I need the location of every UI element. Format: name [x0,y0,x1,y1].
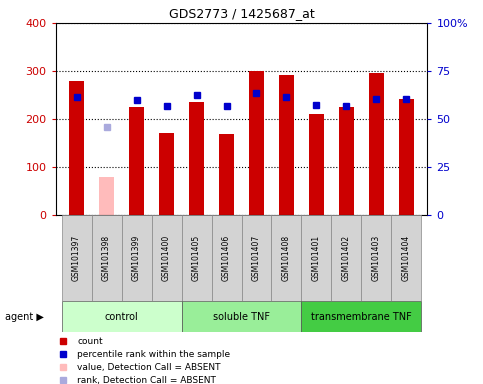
Bar [242,215,271,301]
Bar [61,301,182,332]
Text: transmembrane TNF: transmembrane TNF [311,312,412,322]
Bar [189,102,204,215]
Text: agent ▶: agent ▶ [5,312,43,322]
Bar [331,215,361,301]
Bar [182,215,212,301]
Text: GSM101408: GSM101408 [282,235,291,281]
Text: GSM101403: GSM101403 [372,235,381,281]
Bar [122,215,152,301]
Text: value, Detection Call = ABSENT: value, Detection Call = ABSENT [77,363,221,372]
Text: GSM101397: GSM101397 [72,235,81,281]
Bar [361,215,391,301]
Text: GSM101398: GSM101398 [102,235,111,281]
Bar [309,114,324,215]
Bar [182,301,301,332]
Text: control: control [105,312,139,322]
Bar [212,215,242,301]
Bar [152,215,182,301]
Bar [301,301,422,332]
Bar [279,75,294,215]
Bar [69,81,84,215]
Text: GSM101402: GSM101402 [342,235,351,281]
Bar [61,215,92,301]
Bar [339,107,354,215]
Text: GSM101401: GSM101401 [312,235,321,281]
Title: GDS2773 / 1425687_at: GDS2773 / 1425687_at [169,7,314,20]
Text: soluble TNF: soluble TNF [213,312,270,322]
Bar [399,99,414,215]
Text: GSM101405: GSM101405 [192,235,201,281]
Bar [159,134,174,215]
Bar [92,215,122,301]
Bar [369,73,384,215]
Text: percentile rank within the sample: percentile rank within the sample [77,350,230,359]
Text: GSM101407: GSM101407 [252,235,261,281]
Bar [99,177,114,215]
Text: count: count [77,337,103,346]
Text: GSM101404: GSM101404 [402,235,411,281]
Text: GSM101399: GSM101399 [132,235,141,281]
Text: GSM101406: GSM101406 [222,235,231,281]
Bar [129,107,144,215]
Text: rank, Detection Call = ABSENT: rank, Detection Call = ABSENT [77,376,216,384]
Bar [219,134,234,215]
Bar [391,215,422,301]
Bar [271,215,301,301]
Text: GSM101400: GSM101400 [162,235,171,281]
Bar [249,71,264,215]
Bar [301,215,331,301]
